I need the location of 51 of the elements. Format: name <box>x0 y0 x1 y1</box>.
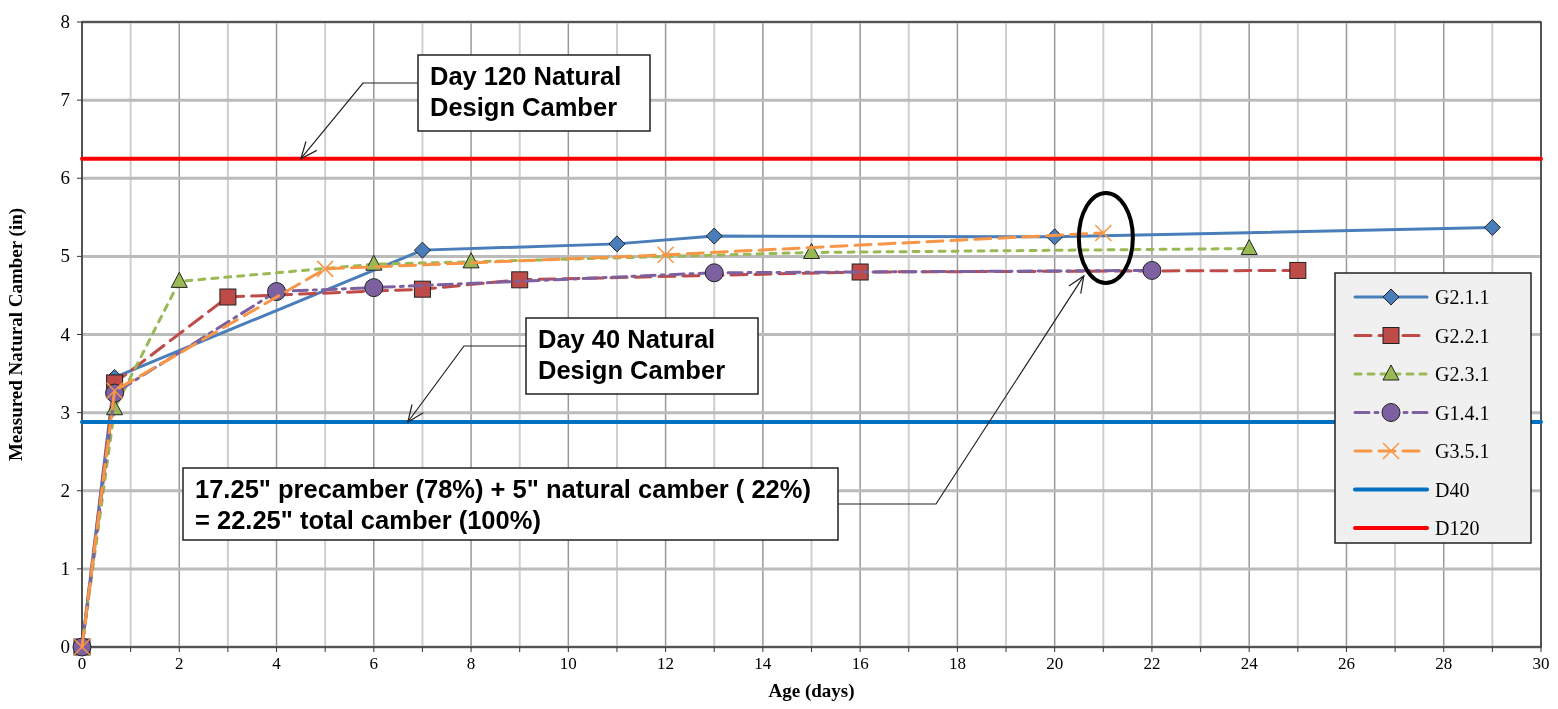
point <box>316 260 334 278</box>
y-tick-label: 7 <box>60 89 70 111</box>
x-tick-label: 8 <box>466 654 476 673</box>
x-tick-label: 26 <box>1337 654 1355 673</box>
x-tick-label: 0 <box>77 654 87 673</box>
point <box>1142 260 1162 280</box>
annotation: 17.25" precamber (78%) + 5" natural camber ( 22%) = 22.25" total camber (100%) <box>195 475 811 534</box>
point <box>219 288 237 306</box>
legend-label: G2.1.1 <box>1435 286 1490 308</box>
y-tick-label: 4 <box>60 323 71 345</box>
x-tick-label: 28 <box>1435 654 1453 673</box>
annotation: Day 40 Natural Design Camber <box>538 325 726 384</box>
point <box>1289 261 1307 279</box>
legend-label: G2.3.1 <box>1435 363 1490 385</box>
y-tick-label: 3 <box>60 401 70 423</box>
legend-label: D120 <box>1435 517 1480 539</box>
legend-label: G3.5.1 <box>1435 440 1490 462</box>
x-tick-label: 2 <box>175 654 184 673</box>
y-tick-label: 0 <box>60 636 70 657</box>
point <box>704 263 724 283</box>
point <box>170 271 188 288</box>
point <box>1094 224 1113 242</box>
x-tick-label: 6 <box>369 654 379 673</box>
point <box>656 246 675 264</box>
legend-label: D40 <box>1435 478 1470 501</box>
x-tick-label: 30 <box>1532 654 1550 673</box>
x-tick-label: 24 <box>1240 654 1259 673</box>
x-axis-title: Age (days) <box>768 680 855 702</box>
point <box>1240 239 1258 256</box>
point <box>705 227 723 245</box>
x-tick-label: 4 <box>272 654 282 673</box>
legend-label: G1.4.1 <box>1435 401 1490 424</box>
x-tick-label: 18 <box>948 654 966 673</box>
x-tick-label: 22 <box>1143 654 1161 673</box>
y-axis-title: Measured Natural Camber (in) <box>5 207 27 462</box>
point <box>608 235 626 253</box>
point <box>413 241 431 259</box>
x-tick-label: 12 <box>657 654 675 673</box>
y-tick-label: 2 <box>60 479 70 501</box>
x-tick-label: 10 <box>559 654 577 673</box>
x-tick-label: 16 <box>851 654 869 673</box>
legend-label: G2.2.1 <box>1435 324 1490 347</box>
annotation: Day 120 Natural Design Camber <box>430 62 622 121</box>
point <box>364 278 384 298</box>
y-tick-label: 5 <box>60 245 70 267</box>
y-tick-label: 8 <box>60 11 70 32</box>
y-tick-label: 1 <box>60 557 70 579</box>
point <box>1483 218 1501 236</box>
x-tick-label: 14 <box>754 654 772 673</box>
y-tick-label: 6 <box>60 167 70 189</box>
x-tick-label: 20 <box>1046 654 1064 673</box>
